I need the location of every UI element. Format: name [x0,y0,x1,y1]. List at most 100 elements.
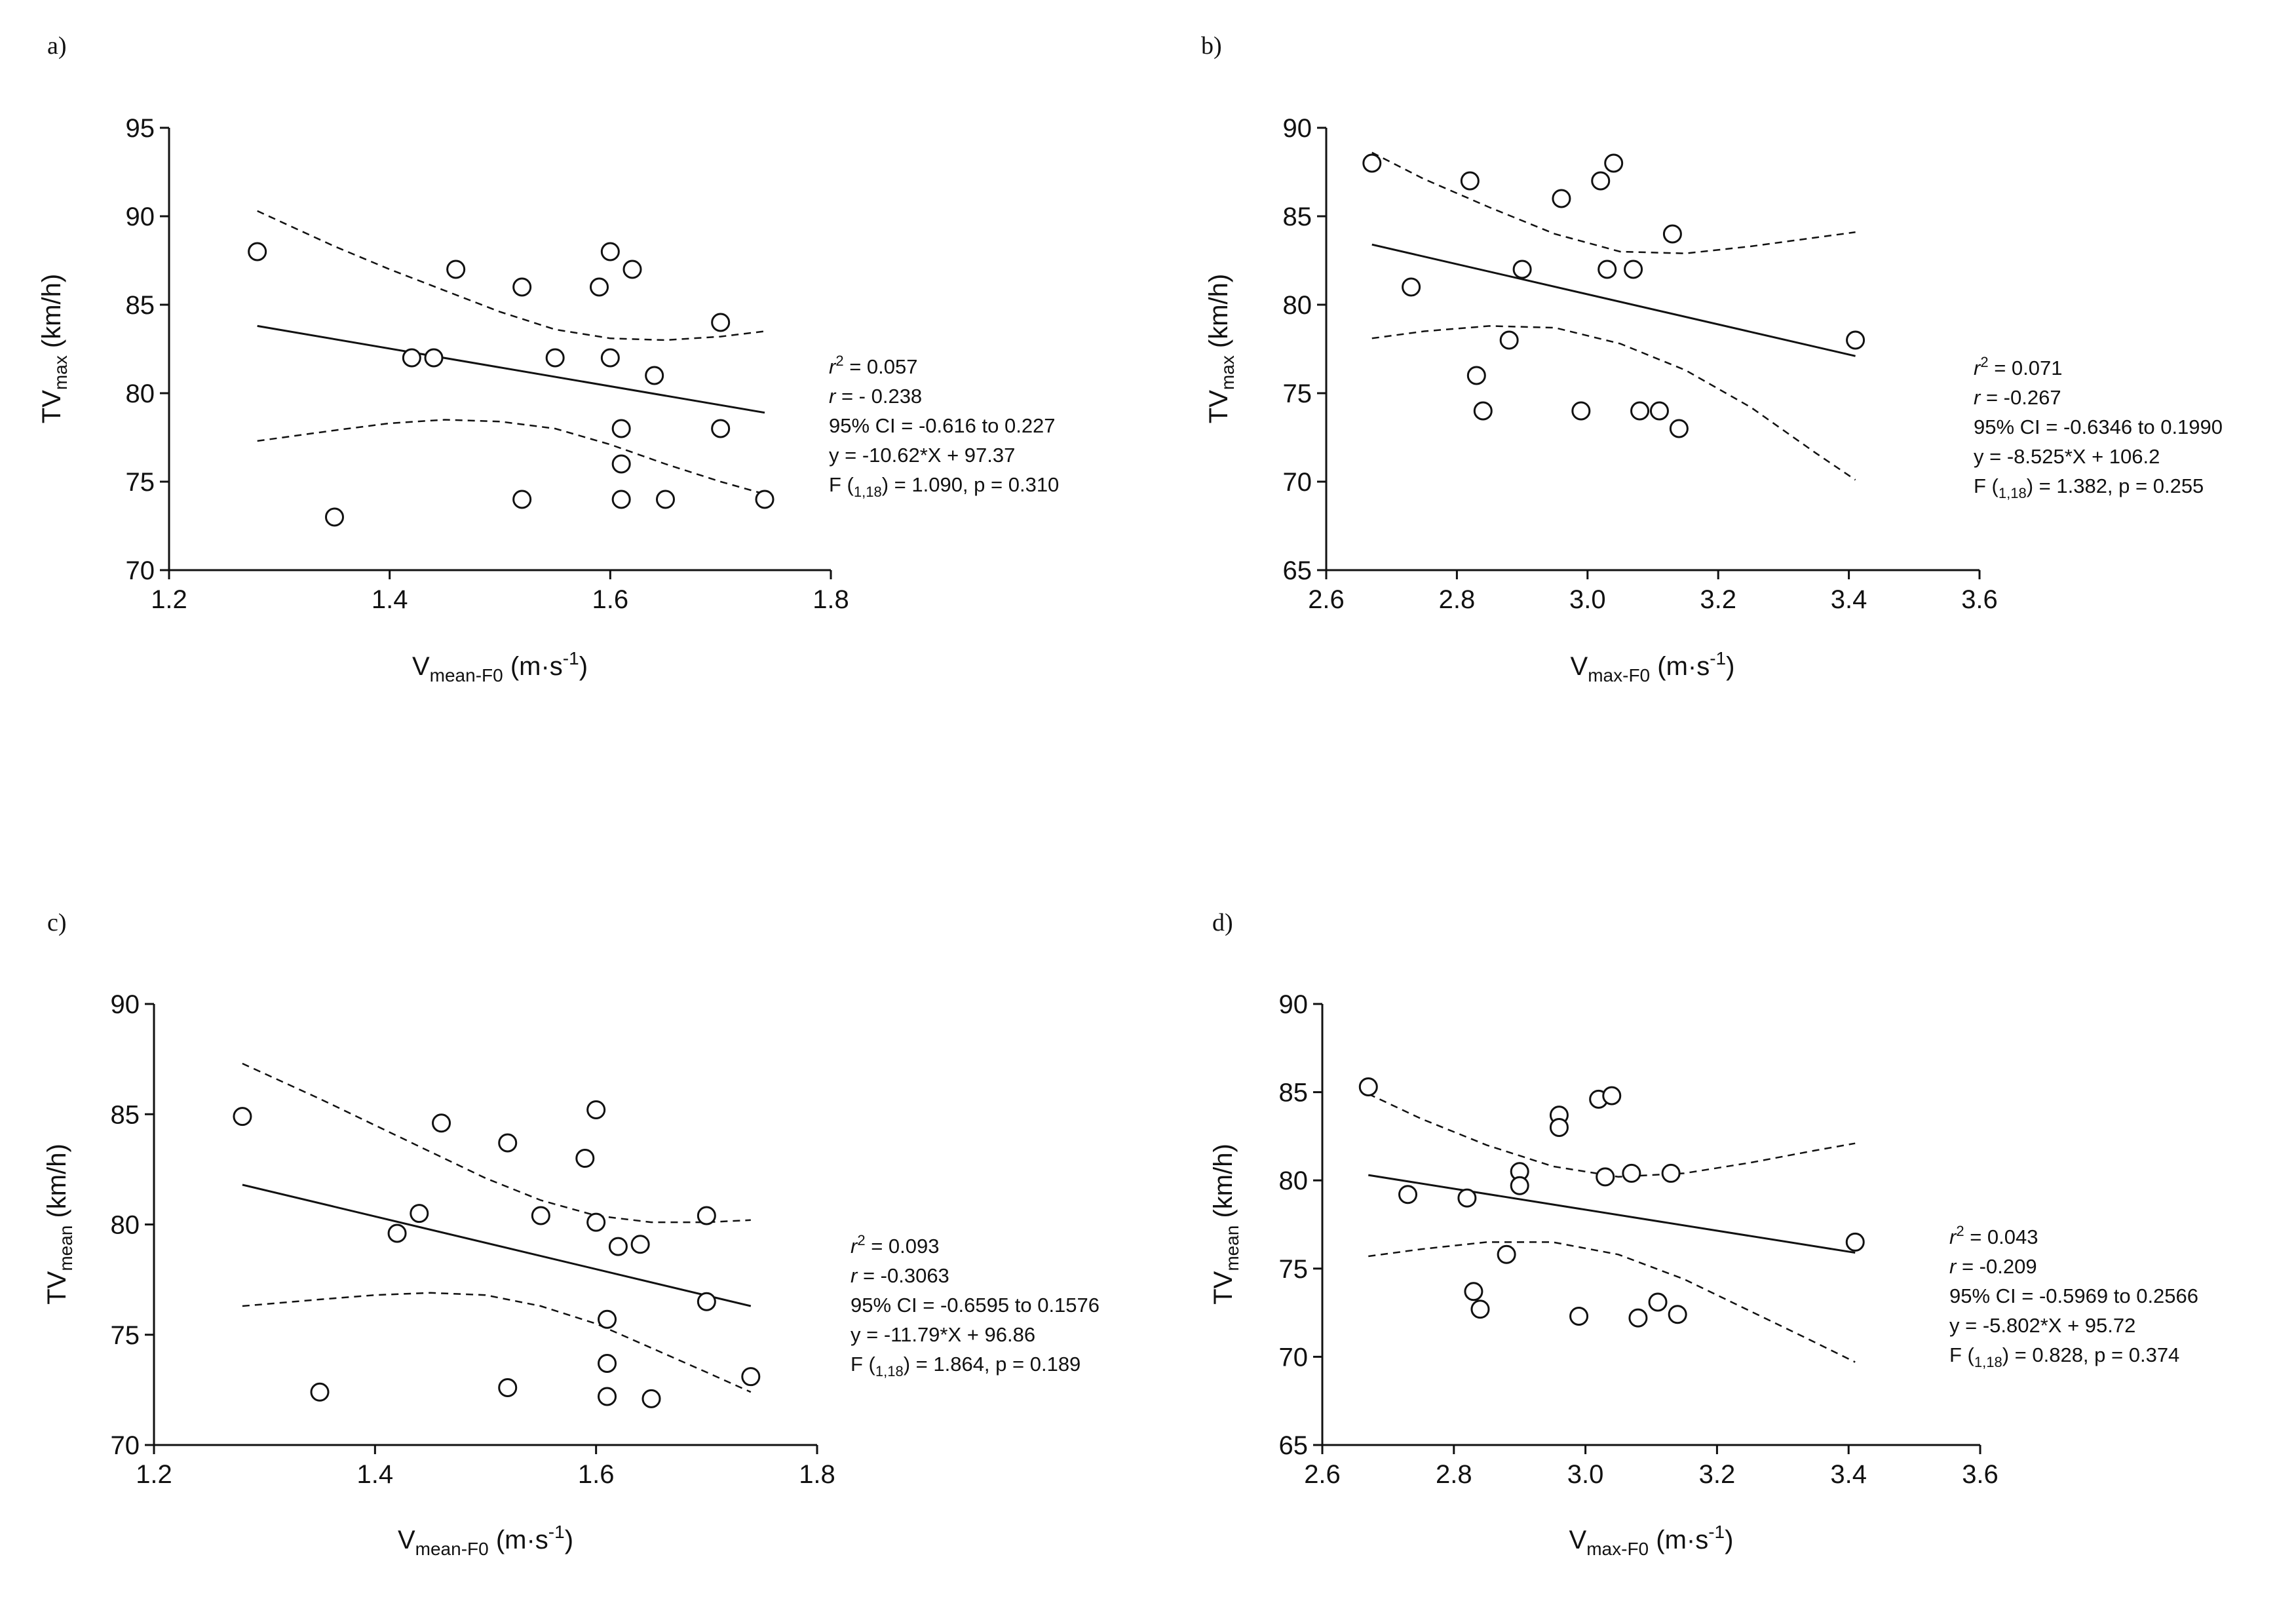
data-point [622,260,642,279]
panel-a: a) 70 75 80 85 90 95 1.2 1.4 1.6 1.8 Vmean-F0 (m·s-… [37,32,1059,685]
ci-lower-curve [1371,325,1856,481]
panel-b: b) 65 70 75 80 85 90 2.6 2.8 3.0 3.2 3.4 3.6 Vmax-F0 … [1201,32,2223,685]
stat-line: 95% CI = -0.6595 to 0.1576 [851,1294,1100,1317]
x-tick-label: 1.8 [813,585,849,614]
data-point [1362,153,1382,173]
data-point [1648,1292,1668,1312]
data-point [711,313,731,332]
y-tick-label: 80 [126,379,155,408]
panel-c: c) 70 75 80 85 90 1.2 1.4 1.6 1.8 Vmean-F0 (m·s-1)… [43,909,1100,1559]
y-tick-label: 75 [111,1321,140,1350]
data-point [1552,189,1571,208]
data-point [1591,171,1611,191]
ci-lower-curve [242,1292,752,1393]
ci-upper-curve [242,1062,751,1223]
x-tick-label: 2.6 [1308,585,1345,614]
data-point [432,1113,451,1133]
data-point [1622,1163,1641,1183]
x-tick-label: 3.6 [1962,1460,1999,1489]
data-point [598,1353,617,1373]
data-point [656,490,675,509]
x-tick-label: 3.4 [1831,585,1867,614]
stat-line: 95% CI = -0.616 to 0.227 [829,414,1056,437]
x-tick-label: 3.2 [1699,1460,1736,1489]
stat-line: 95% CI = -0.6346 to 0.1990 [1974,415,2223,438]
data-point [697,1206,716,1225]
stat-line: r = -0.3063 [851,1264,949,1287]
y-tick-label: 85 [111,1100,140,1129]
panel-label: b) [1201,32,1222,60]
stat-line: r2 = 0.071 [1974,354,2062,379]
x-tick-label: 1.6 [592,585,629,614]
data-point [1512,260,1532,279]
data-point [310,1382,330,1402]
data-point [498,1378,518,1398]
data-point [1398,1185,1418,1204]
data-point [498,1133,518,1153]
data-point [1598,260,1617,279]
data-point [1460,171,1480,191]
data-point [1661,1163,1681,1183]
y-tick-label: 80 [111,1211,140,1240]
y-tick-label: 80 [1283,291,1312,320]
stat-line: r = -0.209 [1949,1255,2037,1278]
y-tick-label: 70 [111,1431,140,1460]
stat-line: F (1,18) = 1.382, p = 0.255 [1974,474,2204,501]
regression-line [1368,1174,1856,1254]
stat-line: F (1,18) = 0.828, p = 0.374 [1949,1343,2179,1370]
data-point [645,366,664,385]
data-point [608,1237,628,1256]
x-tick-label: 3.4 [1830,1460,1867,1489]
ci-lower-curve [257,419,765,495]
data-point [1604,153,1624,173]
data-point [1628,1308,1648,1328]
stat-line: y = -8.525*X + 106.2 [1974,445,2160,468]
data-point [545,348,565,368]
x-tick-label: 3.0 [1569,585,1606,614]
stat-line: F (1,18) = 1.090, p = 0.310 [829,473,1059,500]
data-point [402,348,421,368]
data-point [1510,1176,1529,1195]
x-tick-label: 3.0 [1567,1460,1604,1489]
data-point [410,1204,429,1223]
x-tick-label: 1.4 [357,1460,394,1489]
data-point [586,1212,606,1232]
x-tick-label: 1.2 [136,1460,172,1489]
data-point [697,1292,716,1311]
stat-line: y = -5.802*X + 95.72 [1949,1314,2135,1337]
x-tick-label: 3.6 [1961,585,1998,614]
x-tick-label: 2.8 [1436,1460,1472,1489]
y-tick-label: 85 [126,291,155,320]
data-point [1549,1117,1569,1137]
y-tick-label: 70 [1279,1343,1309,1372]
data-point [512,277,532,297]
stat-line: r = -0.267 [1974,386,2061,409]
data-point [600,242,620,261]
y-tick-label: 90 [1279,990,1309,1019]
regression-line [242,1184,752,1307]
stat-line: r2 = 0.057 [829,353,917,378]
data-point [1624,260,1643,279]
data-point [1846,330,1866,350]
data-point [755,490,775,509]
x-tick-label: 1.4 [372,585,408,614]
data-point [1457,1188,1477,1208]
data-point [1358,1077,1378,1097]
data-point [1845,1232,1865,1252]
data-point [1464,1282,1483,1301]
data-point [600,348,620,368]
x-tick-label: 2.6 [1304,1460,1341,1489]
y-axis-label: TVmean (km/h) [1209,1144,1242,1305]
data-point [590,277,609,297]
y-tick-label: 75 [126,468,155,497]
data-point [1596,1167,1615,1187]
data-point [611,454,631,474]
y-tick-label: 90 [126,202,155,231]
data-point [512,490,532,509]
ci-upper-curve [1371,151,1856,254]
x-axis-label: Vmax-F0 (m·s-1) [1569,1522,1734,1559]
data-point [1668,1305,1687,1324]
panel-label: c) [47,909,67,936]
panel-label: a) [47,32,67,60]
